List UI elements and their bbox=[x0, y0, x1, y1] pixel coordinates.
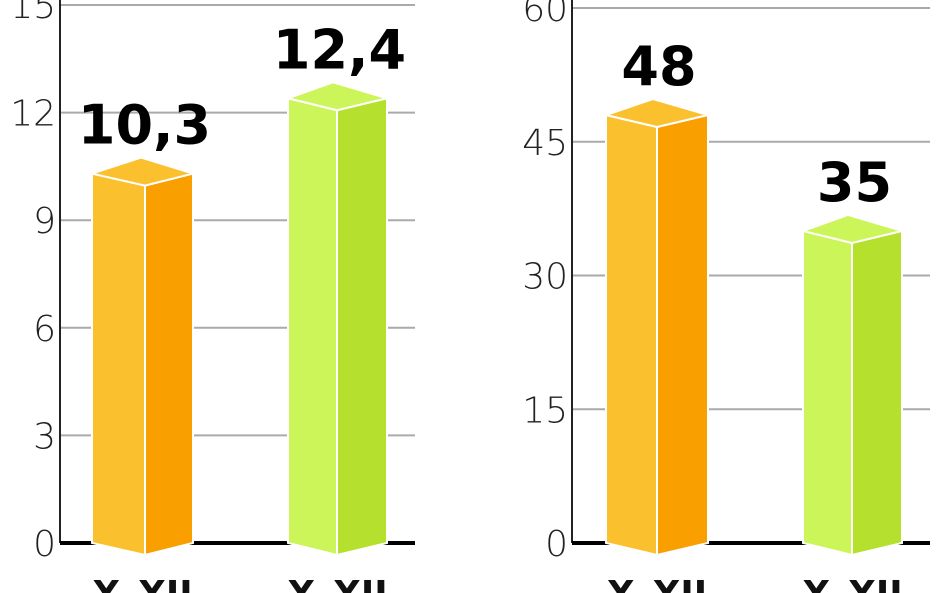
bar-front bbox=[287, 96, 338, 557]
y-tick-label: 12 bbox=[10, 94, 56, 135]
x-tick-label: X–XII bbox=[802, 574, 902, 593]
y-tick-label: 9 bbox=[33, 201, 56, 242]
bar-side bbox=[656, 113, 709, 557]
value-label: 12,4 bbox=[273, 18, 406, 81]
bar-front bbox=[605, 113, 658, 557]
bar-side bbox=[336, 96, 388, 557]
bar-front bbox=[802, 229, 853, 557]
y-tick-label: 0 bbox=[33, 524, 56, 565]
y-tick-label: 60 bbox=[522, 0, 568, 30]
bar-side bbox=[851, 229, 903, 557]
y-tick-label: 30 bbox=[522, 257, 568, 298]
bar-front bbox=[91, 172, 146, 557]
y-tick-label: 45 bbox=[522, 123, 568, 164]
x-tick-label: X–XII bbox=[287, 574, 387, 593]
y-tick-label: 0 bbox=[545, 524, 568, 565]
x-tick-label: X–XII bbox=[607, 574, 707, 593]
x-tick-label: X–XII bbox=[92, 574, 192, 593]
y-tick-label: 15 bbox=[10, 0, 56, 27]
value-label: 10,3 bbox=[78, 94, 211, 157]
y-tick-label: 3 bbox=[33, 416, 56, 457]
bar-top bbox=[88, 156, 197, 187]
bar-top bbox=[602, 97, 712, 129]
value-label: 35 bbox=[817, 151, 892, 214]
y-tick-label: 15 bbox=[522, 390, 568, 431]
bar-top bbox=[799, 213, 906, 244]
y-tick-label: 6 bbox=[33, 309, 56, 350]
bar-top bbox=[284, 81, 391, 112]
bar-side bbox=[144, 172, 194, 557]
value-label: 48 bbox=[621, 35, 696, 98]
